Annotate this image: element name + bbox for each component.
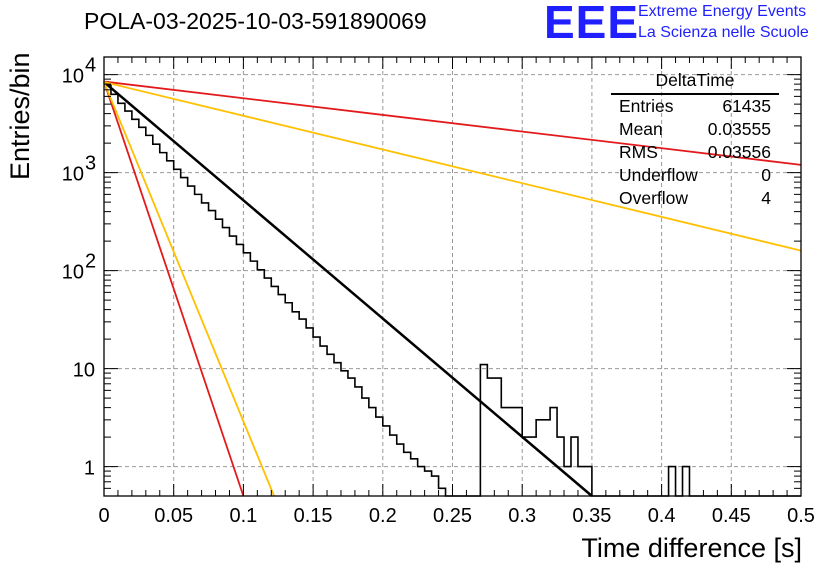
logo-line-1: Extreme Energy Events [638,3,807,20]
y-tick-label: 10 [73,360,95,382]
stats-row-overflow: Overflow 4 [611,187,779,210]
x-tick-label: 0.35 [572,505,611,527]
curve-red-slow [103,80,802,166]
stats-value: 0 [761,165,771,185]
y-tick-label: 10 [62,164,84,186]
x-axis-label: Time difference [s] [581,533,802,563]
eee-logo-mark: EEE [544,0,640,48]
y-tick-label: 10 [62,262,84,284]
stats-row-mean: Mean 0.03555 [611,118,779,141]
stats-label: Mean [619,119,663,139]
stats-value: 0.03556 [707,142,771,162]
x-tick-label: 0.05 [154,505,193,527]
curve-fit [103,81,593,497]
stats-row-underflow: Underflow 0 [611,164,779,187]
curve-red-fast [103,81,245,497]
y-tick-label: 10 [62,66,84,88]
x-tick-label: 0.45 [712,505,751,527]
eee-logo: EEE Extreme Energy Events La Scienza nel… [544,0,829,48]
x-tick-label: 0.15 [294,505,333,527]
stats-row-entries: Entries 61435 [611,95,779,118]
y-tick-exponent: 3 [85,153,96,175]
y-tick-exponent: 2 [85,251,96,273]
stats-value: 61435 [722,96,771,116]
stats-row-rms: RMS 0.03556 [611,141,779,164]
logo-line-2: La Scienza nelle Scuole [638,24,809,41]
stats-label: Underflow [619,165,698,185]
x-tick-label: 0 [98,505,109,527]
y-tick-exponent: 4 [85,55,96,77]
curve-orange-slow [103,81,802,252]
stats-box: DeltaTime Entries 61435 Mean 0.03555 RMS… [611,70,779,210]
x-tick-label: 0.4 [648,505,676,527]
stats-label: RMS [619,142,658,162]
stats-value: 0.03555 [707,119,771,139]
y-tick-label: 1 [84,458,95,480]
stats-label: Entries [619,96,674,116]
x-tick-label: 0.5 [787,505,815,527]
stats-value: 4 [761,188,771,208]
x-tick-label: 0.2 [369,505,397,527]
x-tick-label: 0.1 [229,505,257,527]
stats-label: Overflow [619,188,689,208]
curve-orange-fast [103,81,275,497]
x-tick-label: 0.25 [433,505,472,527]
stats-title: DeltaTime [611,70,779,95]
page-title: POLA-03-2025-10-03-591890069 [84,8,427,34]
x-tick-label: 0.3 [508,505,536,527]
